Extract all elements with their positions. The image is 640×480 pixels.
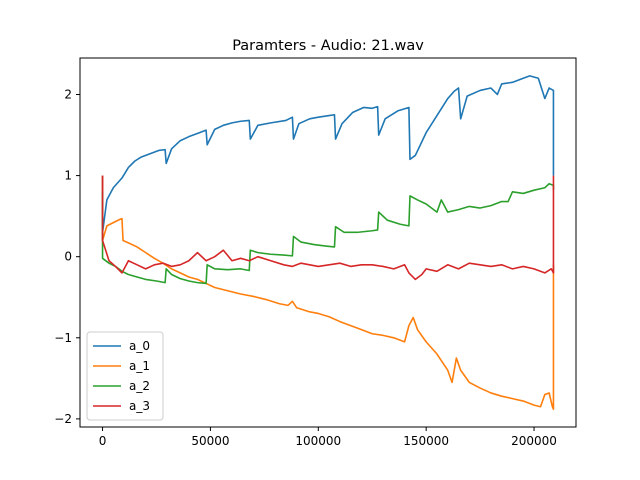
axes-frame (79, 57, 577, 428)
x-tick-label: 100000 (295, 434, 341, 448)
x-tick-label: 0 (99, 434, 107, 448)
series-line-a-2 (101, 182, 555, 285)
series-line-a-1 (101, 175, 555, 410)
y-tick-label: 2 (64, 87, 72, 101)
x-tick-label: 150000 (403, 434, 449, 448)
chart-title: Paramters - Audio: 21.wav (232, 38, 424, 54)
y-axis: −2 −1 0 1 2 (54, 87, 80, 426)
legend: a_0 a_1 a_2 a_3 (86, 331, 164, 421)
legend-label: a_1 (129, 359, 150, 373)
plot-lines (101, 75, 555, 410)
series-line-a-3 (101, 175, 555, 281)
y-tick-label: 0 (64, 250, 72, 264)
x-tick-label: 200000 (511, 434, 557, 448)
y-tick-label: 1 (64, 169, 72, 183)
x-axis: 0 50000 100000 150000 200000 (99, 427, 557, 448)
y-tick-label: −2 (54, 412, 72, 426)
legend-label: a_0 (129, 339, 150, 353)
legend-box (86, 331, 164, 421)
x-tick-label: 50000 (191, 434, 229, 448)
legend-label: a_3 (129, 399, 150, 413)
legend-label: a_2 (129, 379, 150, 393)
series-line-a-0 (101, 75, 555, 234)
y-tick-label: −1 (54, 331, 72, 345)
